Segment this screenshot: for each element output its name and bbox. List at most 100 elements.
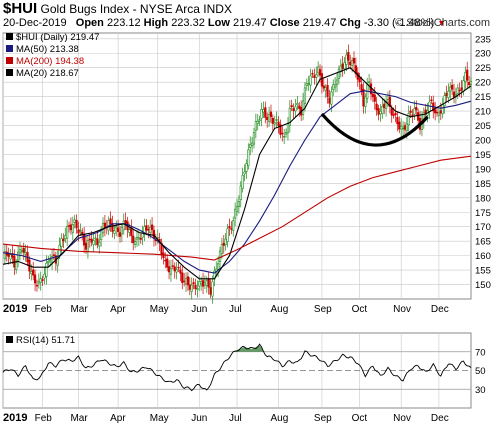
candle-body: [451, 84, 454, 90]
candle-body: [77, 229, 80, 234]
candle-body: [16, 251, 20, 261]
candle-body: [190, 284, 193, 292]
x-tick-label: Jul: [229, 304, 242, 315]
candle-body: [64, 235, 67, 239]
candle-body: [364, 96, 367, 107]
candle-body: [335, 79, 339, 85]
index-name: Gold Bugs Index - NYSE Arca INDX: [40, 2, 232, 16]
candle-body: [307, 83, 310, 85]
candle-body: [186, 276, 190, 286]
candle-body: [192, 282, 195, 285]
rsi-title: RSI(14) 51.71: [16, 335, 75, 346]
candle-body: [294, 106, 297, 112]
candle-body: [284, 132, 288, 135]
candle-body: [86, 240, 90, 253]
candle-body: [18, 249, 22, 254]
candle-body: [275, 119, 278, 121]
rsi-tick-label: 30: [475, 385, 486, 396]
candle-body: [94, 237, 97, 240]
candle-body: [52, 254, 56, 256]
candle-body: [466, 69, 469, 81]
candle-body: [73, 219, 76, 223]
candle-body: [441, 103, 444, 115]
x-tick-label: 2019: [3, 303, 27, 315]
candle-body: [79, 229, 82, 232]
candle-body: [398, 121, 401, 130]
candle-body: [320, 73, 324, 87]
x-tick-label: May: [150, 304, 169, 315]
x-tick-label: Jun: [191, 304, 207, 315]
candle-body: [330, 91, 333, 105]
candle-body: [264, 107, 267, 118]
legend-swatch: [6, 57, 13, 64]
candle-body: [254, 121, 257, 131]
candle-body: [177, 266, 180, 269]
y-tick-label: 190: [475, 164, 491, 175]
candle-body: [224, 238, 227, 245]
candle-body: [305, 83, 308, 86]
candle-body: [317, 66, 320, 74]
candle-body: [273, 122, 276, 125]
candle-body: [22, 247, 25, 253]
candle-body: [328, 97, 331, 104]
candle-body: [286, 123, 290, 134]
candle-body: [313, 75, 316, 78]
candle-body: [249, 144, 252, 148]
candle-body: [260, 109, 263, 119]
candle-body: [298, 105, 301, 109]
candle-body: [292, 108, 295, 112]
y-tick-label: 195: [475, 150, 491, 161]
candle-body: [235, 206, 239, 212]
candle-body: [296, 103, 299, 106]
candle-body: [311, 73, 314, 75]
candle-body: [113, 230, 116, 234]
y-tick-label: 200: [475, 135, 491, 146]
candle-body: [196, 288, 199, 290]
candle-body: [84, 242, 88, 250]
candle-body: [222, 242, 225, 246]
candle-body: [35, 284, 39, 287]
x-tick-label: Mar: [70, 304, 88, 315]
candle-body: [15, 262, 18, 270]
rounding-bottom-arc: [320, 112, 429, 147]
candle-body: [118, 232, 122, 237]
candle-body: [309, 75, 312, 86]
candle-body: [218, 250, 222, 262]
candle-body: [394, 112, 397, 116]
x-tick-label: Feb: [35, 413, 53, 424]
candle-body: [67, 225, 71, 227]
candle-body: [352, 58, 356, 64]
candle-body: [371, 93, 374, 98]
candle-body: [75, 219, 78, 229]
legend-entry: $HUI (Daily) 219.47: [16, 32, 99, 43]
candle-body: [30, 271, 33, 275]
ma-line-ma50: [2, 90, 472, 274]
candle-body: [256, 121, 259, 125]
candle-body: [247, 149, 250, 167]
candle-body: [145, 225, 148, 231]
candle-body: [205, 280, 208, 286]
y-tick-label: 220: [475, 78, 491, 89]
candle-body: [401, 127, 405, 130]
candle-body: [407, 112, 410, 126]
y-tick-label: 170: [475, 222, 491, 233]
candle-body: [462, 80, 465, 92]
candle-body: [283, 135, 286, 138]
y-tick-label: 150: [475, 280, 491, 291]
y-tick-label: 185: [475, 179, 491, 190]
candle-body: [341, 63, 344, 69]
candle-body: [128, 229, 131, 233]
x-tick-label: Nov: [393, 413, 411, 424]
candle-body: [50, 256, 54, 263]
candle-body: [43, 273, 46, 279]
candle-body: [349, 61, 352, 66]
x-tick-label: Sep: [314, 413, 332, 424]
x-tick-label: Jun: [191, 413, 207, 424]
candle-body: [109, 218, 112, 225]
candle-body: [337, 68, 341, 79]
y-tick-label: 210: [475, 107, 491, 118]
candle-body: [117, 227, 120, 232]
candle-body: [39, 278, 42, 283]
close-label: Close: [269, 17, 300, 29]
candle-body: [149, 226, 152, 233]
